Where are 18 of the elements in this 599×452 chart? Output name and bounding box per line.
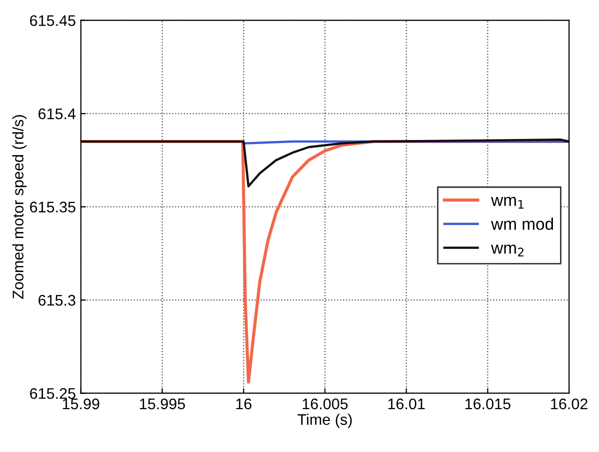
- y-tick-label: 615.4: [38, 108, 76, 120]
- x-tick-label: 16.015: [465, 398, 510, 410]
- x-tick-label: 15.995: [140, 398, 185, 410]
- y-tick-label: 615.35: [30, 202, 76, 212]
- legend-label: wm mod: [491, 218, 553, 230]
- x-tick-label: 16: [236, 398, 252, 410]
- y-tick-label: 615.3: [38, 294, 76, 306]
- legend-label: wm$_{2}$: [491, 244, 524, 256]
- x-tick-label: 15.99: [62, 398, 100, 410]
- x-axis-title: Time (s): [298, 414, 352, 428]
- line-series: [80, 138, 570, 188]
- x-tick-label: 16.02: [551, 398, 588, 410]
- x-tick-label: 16.01: [388, 398, 425, 410]
- y-tick-label: 615.45: [30, 15, 76, 26]
- y-axis-title: Zoomed motor speed (rd/s): [12, 115, 26, 299]
- legend-label: wm$_{1}$: [491, 196, 524, 209]
- y-tick-label: 615.25: [30, 388, 76, 399]
- x-tick-label: 16.005: [302, 398, 348, 410]
